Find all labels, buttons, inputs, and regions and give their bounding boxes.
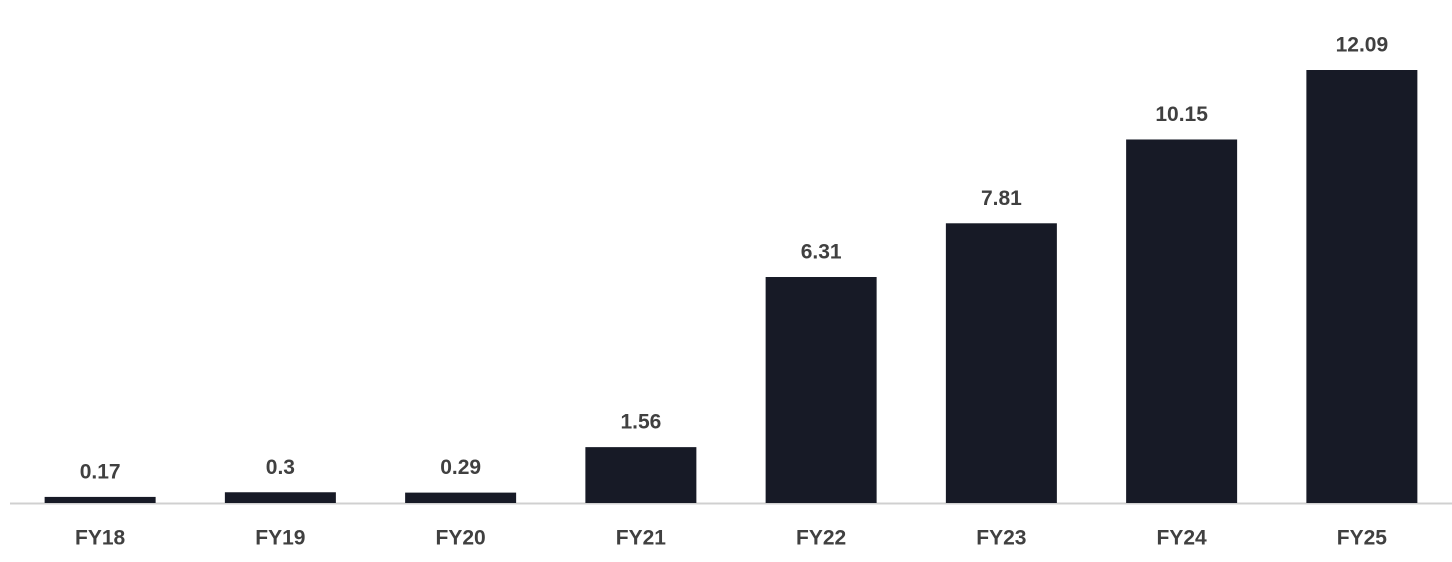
x-tick-label: FY24 (1157, 527, 1208, 550)
value-label: 7.81 (981, 187, 1022, 210)
bar (945, 223, 1057, 503)
bar (765, 277, 877, 503)
bar (1306, 70, 1418, 503)
bar (405, 492, 517, 503)
x-tick-label: FY19 (255, 527, 305, 550)
value-label: 6.31 (801, 241, 842, 264)
x-tick-label: FY20 (436, 527, 486, 550)
x-tick-label: FY22 (796, 527, 846, 550)
value-label: 10.15 (1155, 103, 1208, 126)
x-tick-label: FY25 (1337, 527, 1388, 550)
x-tick-label: FY21 (616, 527, 667, 550)
value-label: 0.3 (266, 456, 295, 479)
value-label: 0.17 (80, 460, 121, 483)
value-label: 1.56 (620, 411, 661, 434)
value-label: 12.09 (1336, 34, 1389, 57)
x-tick-label: FY18 (75, 527, 126, 550)
value-label: 0.29 (440, 456, 481, 479)
x-tick-label: FY23 (976, 527, 1026, 550)
bar (1126, 139, 1238, 503)
bar (585, 447, 697, 503)
bar (44, 496, 156, 503)
bar (224, 492, 336, 503)
